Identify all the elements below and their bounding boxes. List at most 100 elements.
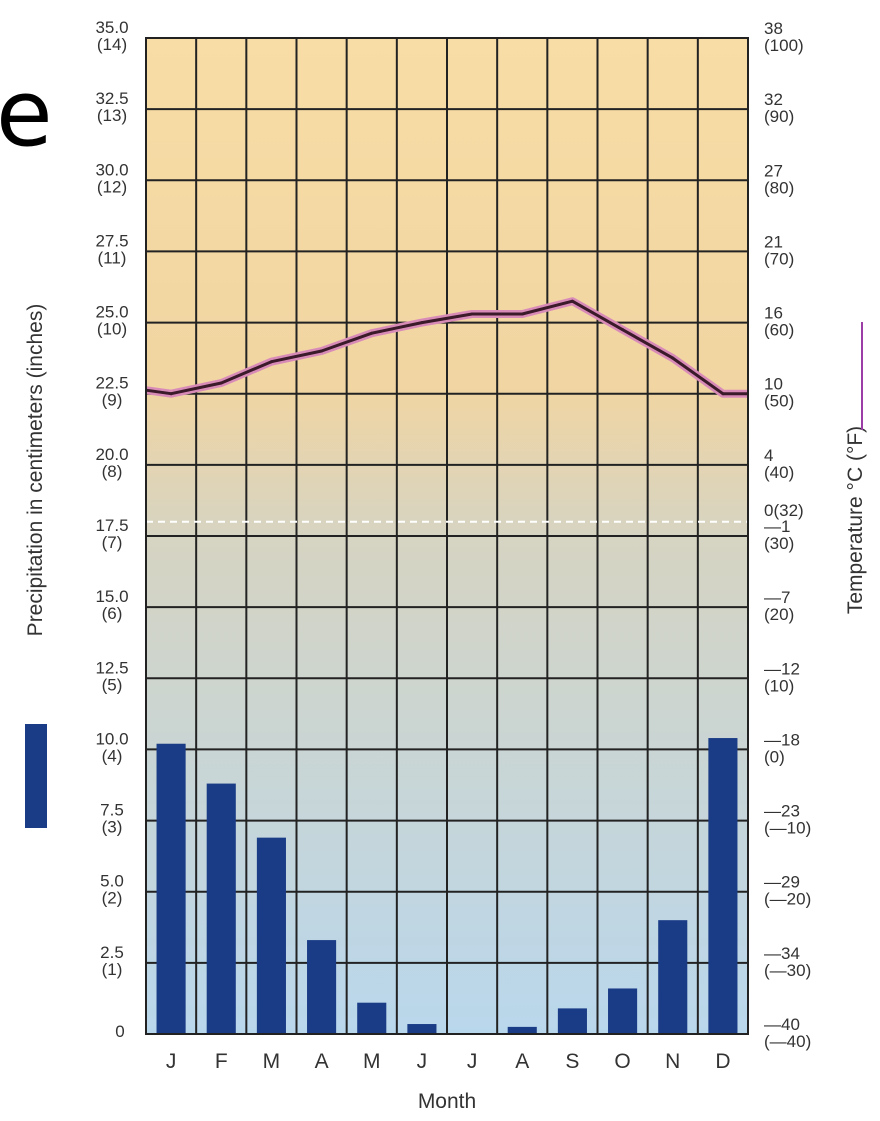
right-tick-f: (70) <box>764 249 794 268</box>
x-axis-label: Month <box>418 1090 476 1113</box>
right-tick-c: —23 <box>764 802 800 821</box>
temperature-point <box>219 381 223 385</box>
precipitation-bar <box>557 1008 587 1034</box>
left-tick-cm: 30.0 <box>95 160 128 179</box>
temperature-line <box>145 299 748 396</box>
temperature-point <box>671 356 675 360</box>
precipitation-bar <box>357 1002 387 1034</box>
left-tick-cm: 25.0 <box>95 303 128 322</box>
right-tick-f: (0) <box>764 747 785 766</box>
left-tick-in: (13) <box>97 106 127 125</box>
temperature-point <box>520 312 524 316</box>
left-tick-in: (9) <box>102 391 123 410</box>
right-tick-c: —34 <box>764 944 800 963</box>
left-tick-cm: 10.0 <box>95 729 128 748</box>
right-tick-f: (20) <box>764 605 794 624</box>
precipitation-bar <box>608 988 638 1034</box>
left-tick-in: (2) <box>102 889 123 908</box>
left-tick-cm: 0 <box>115 1022 124 1041</box>
right-tick-labels: —40(—40) —34(—30) —29(—20) —23(—10) —18(0) —1… <box>764 19 811 1051</box>
left-tick-in: (5) <box>102 675 123 694</box>
left-tick-in: (12) <box>97 177 127 196</box>
precipitation-bar <box>507 1026 537 1034</box>
right-axis-label: Temperature °C (°F) <box>844 426 867 614</box>
left-tick-cm: 12.5 <box>95 658 128 677</box>
temperature-point <box>570 299 574 303</box>
left-tick-in: (11) <box>98 248 127 267</box>
left-tick-cm: 5.0 <box>100 872 124 891</box>
left-axis-label: Precipitation in centimeters (inches) <box>24 304 47 637</box>
left-tick-in: (6) <box>102 604 123 623</box>
right-tick-c: —12 <box>764 659 800 678</box>
precipitation-bar <box>307 940 337 1034</box>
right-tick-f: (—10) <box>764 819 811 838</box>
month-label: O <box>614 1050 630 1073</box>
left-tick-cm: 17.5 <box>95 516 128 535</box>
right-tick-c: —18 <box>764 730 800 749</box>
right-tick-f: (—40) <box>764 1032 811 1051</box>
left-tick-labels: 0 2.5(1) 5.0(2) 7.5(3) 10.0(4) 12.5(5) 15.0(6)… <box>95 18 128 1041</box>
right-tick-f: (—30) <box>764 961 811 980</box>
temperature-point <box>169 392 173 396</box>
month-label: A <box>515 1050 529 1073</box>
month-label: J <box>166 1050 177 1073</box>
right-tick-f: (40) <box>764 463 794 482</box>
left-tick-cm: 27.5 <box>95 231 128 250</box>
precipitation-bar <box>156 743 186 1034</box>
right-tick-c: 21 <box>764 232 783 251</box>
left-tick-in: (1) <box>102 960 123 979</box>
left-tick-in: (14) <box>97 35 127 54</box>
temperature-point <box>370 331 374 335</box>
temperature-point <box>320 349 324 353</box>
left-tick-cm: 7.5 <box>100 801 124 820</box>
plot-frame <box>145 37 749 1035</box>
left-tick-cm: 22.5 <box>95 374 128 393</box>
right-tick-c: —29 <box>764 873 800 892</box>
temperature-point <box>470 312 474 316</box>
right-tick-c: —1 <box>764 517 790 536</box>
month-label: D <box>715 1050 730 1073</box>
left-tick-cm: 2.5 <box>100 943 124 962</box>
right-tick-c: —7 <box>764 588 790 607</box>
precipitation-bar <box>206 783 236 1034</box>
right-tick-c: 4 <box>764 446 773 465</box>
precipitation-bar <box>658 920 688 1034</box>
right-tick-f: (90) <box>764 107 794 126</box>
month-label: J <box>467 1050 478 1073</box>
temperature-point <box>269 360 273 364</box>
right-tick-c: 16 <box>764 304 783 323</box>
right-tick-f: (80) <box>764 178 794 197</box>
left-tick-cm: 15.0 <box>95 587 128 606</box>
left-tick-in: (4) <box>102 746 123 765</box>
right-tick-f: (50) <box>764 392 794 411</box>
left-tick-in: (8) <box>102 462 123 481</box>
left-tick-in: (7) <box>102 533 123 552</box>
month-label: F <box>215 1050 228 1073</box>
month-label: M <box>263 1050 281 1073</box>
temperature-point <box>420 321 424 325</box>
right-tick-f: (—20) <box>764 890 811 909</box>
partial-title-fragment: e <box>0 60 53 167</box>
left-tick-in: (10) <box>97 320 127 339</box>
right-tick-f: (30) <box>764 534 794 553</box>
month-label: J <box>417 1050 428 1073</box>
precipitation-bar <box>407 1024 437 1034</box>
right-tick-f: (100) <box>764 36 804 55</box>
temperature-line-group <box>145 297 748 398</box>
right-tick-c: 32 <box>764 90 783 109</box>
month-label: A <box>315 1050 329 1073</box>
temperature-point <box>621 328 625 332</box>
left-tick-cm: 20.0 <box>95 445 128 464</box>
month-label: M <box>363 1050 381 1073</box>
right-tick-f: (60) <box>764 321 794 340</box>
month-label: S <box>565 1050 579 1073</box>
right-tick-c: 10 <box>764 375 783 394</box>
left-tick-cm: 32.5 <box>95 89 128 108</box>
month-label: N <box>665 1050 680 1073</box>
right-tick-c: —40 <box>764 1015 800 1034</box>
left-tick-cm: 35.0 <box>95 18 128 37</box>
right-tick-f: (10) <box>764 676 794 695</box>
left-tick-in: (3) <box>102 818 123 837</box>
